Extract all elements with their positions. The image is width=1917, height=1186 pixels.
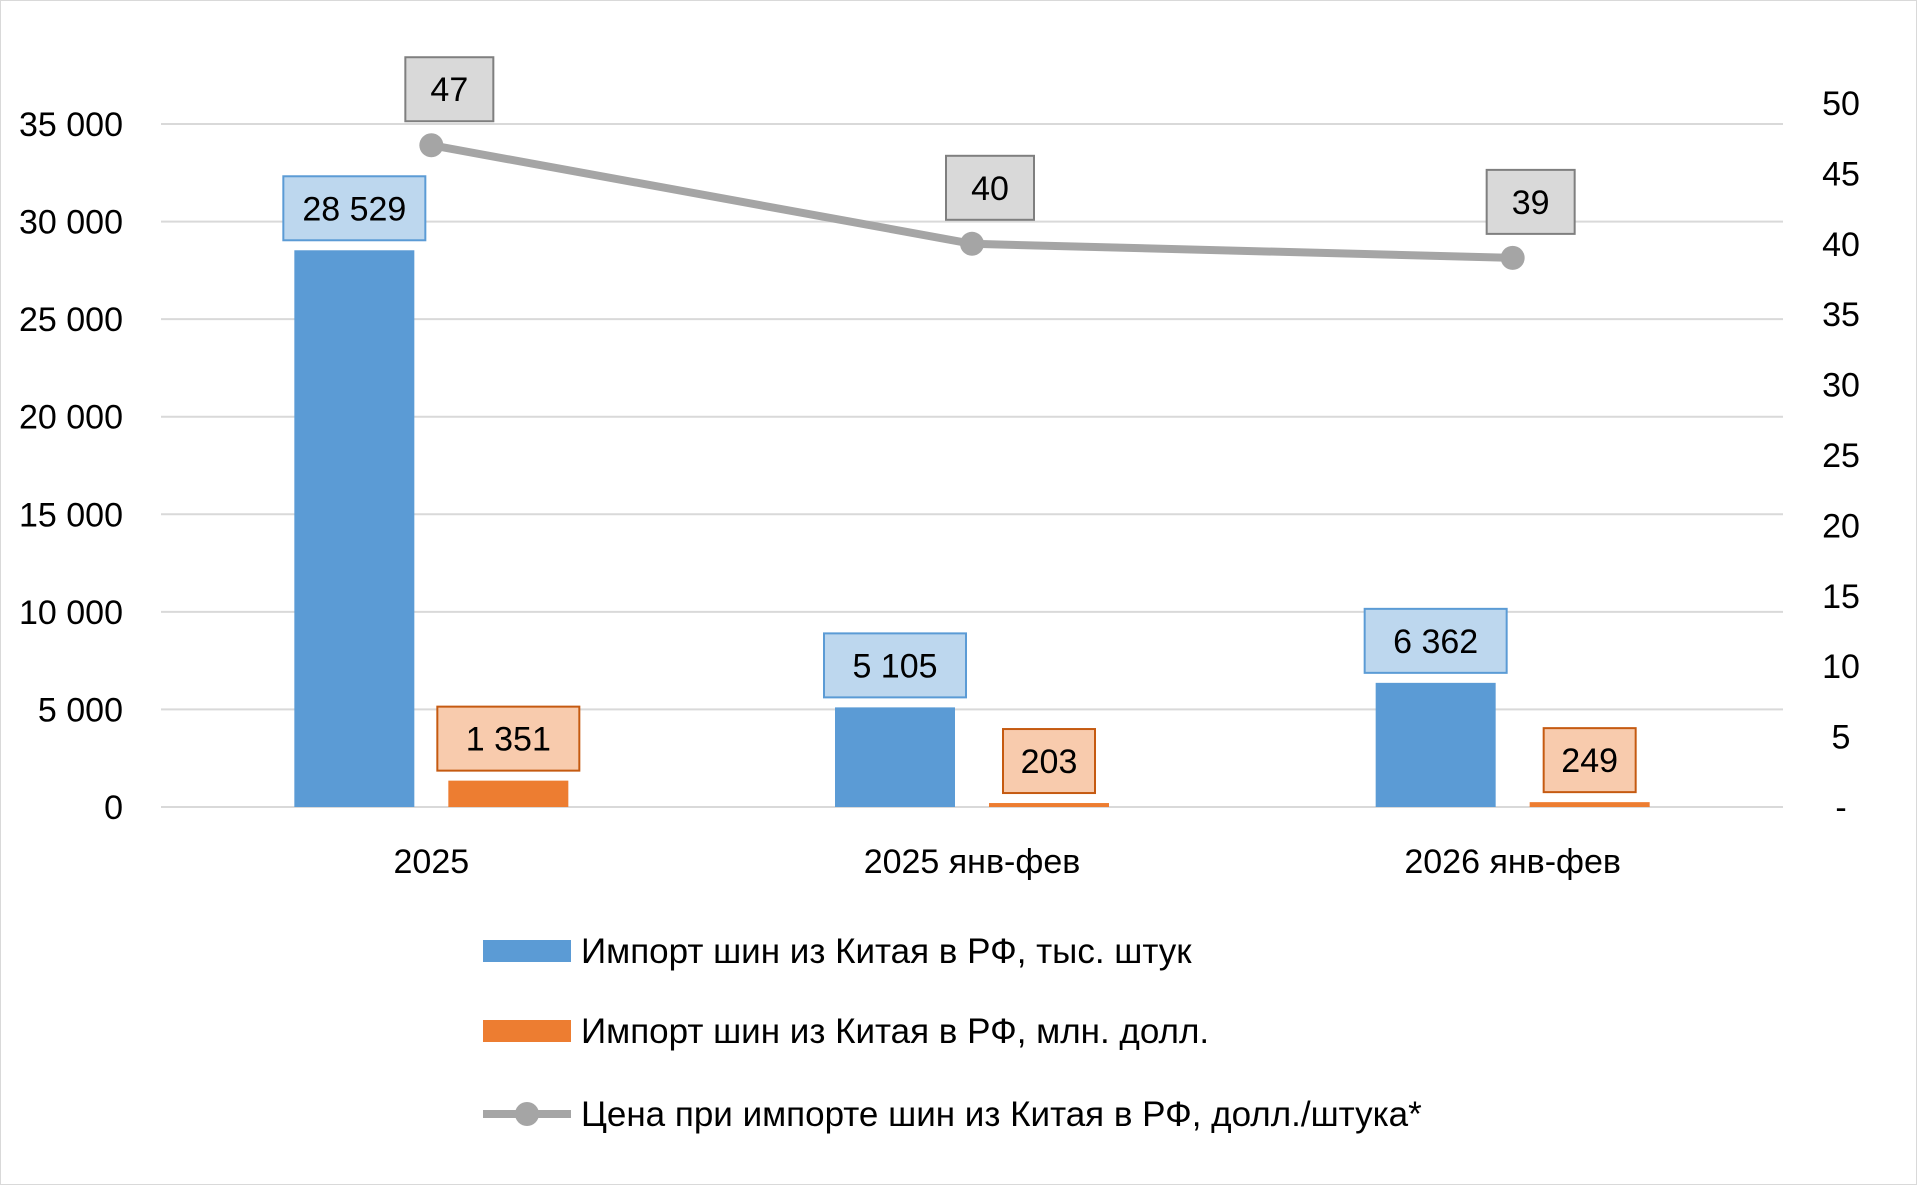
data-label-box [823, 632, 967, 699]
y-left-tick-label: 10 000 [19, 594, 123, 632]
y-right-tick-label: 10 [1822, 648, 1860, 686]
data-label-box [945, 154, 1035, 221]
y-left-tick-label: 35 000 [19, 106, 123, 144]
y-left-tick-label: 20 000 [19, 399, 123, 437]
line-point [1500, 245, 1525, 270]
data-label-box [1542, 727, 1637, 794]
data-label-box [1485, 168, 1576, 235]
data-label-box [1002, 728, 1096, 795]
y-left-tick-label: 5 000 [38, 691, 123, 729]
bar [835, 707, 955, 807]
y-right-tick-label: 25 [1822, 437, 1860, 475]
legend-swatch [483, 1020, 571, 1042]
data-label-box [282, 175, 427, 242]
line-point [419, 133, 444, 158]
y-right-tick-label: 5 [1832, 719, 1851, 757]
data-label: 40 [971, 170, 1009, 208]
data-label: 5 105 [852, 647, 937, 685]
data-label: 249 [1561, 742, 1618, 780]
legend-label: Импорт шин из Китая в РФ, тыс. штук [581, 932, 1192, 971]
y-right-tick-label: 35 [1822, 296, 1860, 334]
y-right-tick-label: 30 [1822, 367, 1860, 405]
x-tick-label: 2025 янв-фев [864, 843, 1081, 881]
y-right-tick-label: 40 [1822, 226, 1860, 264]
x-tick-label: 2026 янв-фев [1404, 843, 1621, 881]
y-right-tick-label: 20 [1822, 507, 1860, 545]
line-point [960, 231, 984, 256]
legend-marker [515, 1102, 539, 1126]
legend-swatch [483, 940, 571, 962]
y-left-tick-label: 30 000 [19, 204, 123, 242]
bar [1375, 682, 1496, 807]
y-right-tick-label: 45 [1822, 155, 1860, 193]
bar [448, 780, 569, 807]
data-label: 6 362 [1393, 623, 1478, 661]
y-left-tick-label: 15 000 [19, 496, 123, 534]
x-tick-label: 2025 [394, 843, 470, 881]
y-left-tick-label: 0 [104, 789, 123, 827]
data-label: 203 [1021, 743, 1078, 781]
data-label: 28 529 [302, 190, 406, 228]
y-left-tick-label: 25 000 [19, 301, 123, 339]
bar [294, 250, 415, 807]
legend-label: Импорт шин из Китая в РФ, млн. долл. [581, 1012, 1209, 1051]
bar [1529, 802, 1650, 807]
data-label-box [1363, 607, 1508, 674]
data-label-box [404, 56, 495, 123]
data-label: 1 351 [466, 721, 551, 759]
y-right-tick-label: 15 [1822, 578, 1860, 616]
data-label: 47 [430, 71, 468, 109]
data-label-box [436, 705, 581, 772]
bar [989, 803, 1109, 807]
legend-label: Цена при импорте шин из Китая в РФ, долл… [581, 1095, 1422, 1134]
y-right-tick-label: - [1835, 789, 1846, 827]
data-label: 39 [1512, 184, 1550, 222]
y-right-tick-label: 50 [1822, 85, 1860, 123]
